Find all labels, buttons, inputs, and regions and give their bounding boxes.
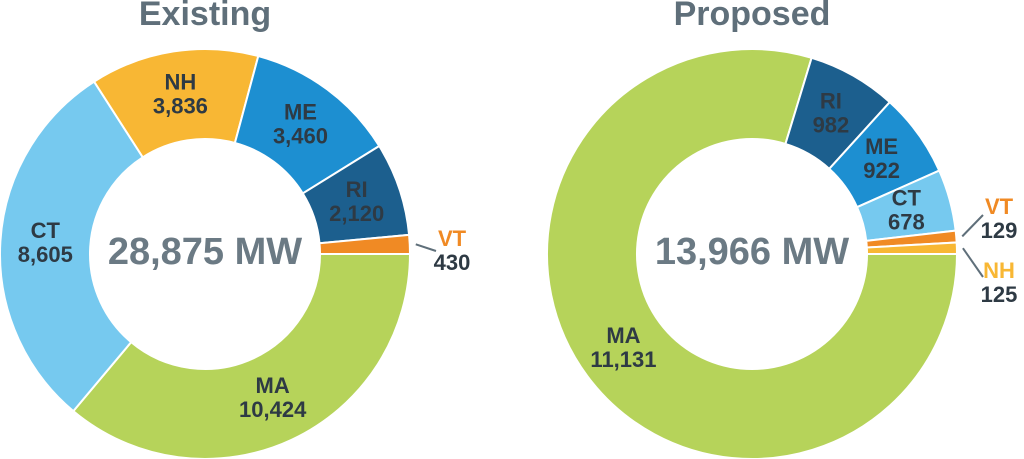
slice-name: CT (892, 186, 922, 211)
slice-name: RI (820, 89, 842, 114)
donut-slice (71, 253, 412, 459)
slice-name: ME (284, 99, 317, 124)
donut-slice (546, 48, 959, 459)
slice-name: VT (985, 194, 1014, 219)
slice-value: 3,836 (153, 94, 208, 119)
slice-value: 2,120 (329, 201, 384, 226)
donut-slice (0, 80, 145, 413)
donut-slice (318, 233, 412, 255)
slice-name: VT (438, 226, 467, 251)
leader-line (962, 247, 984, 278)
chart-title: Proposed (674, 0, 831, 33)
slice-name: CT (31, 218, 61, 243)
slice-value: 8,605 (18, 242, 73, 267)
leader-line (415, 243, 437, 252)
slice-name: NH (165, 70, 197, 95)
slice-name: NH (983, 258, 1015, 283)
slice-value: 10,424 (239, 397, 307, 422)
slice-value: 11,131 (590, 347, 656, 372)
slice-value: 678 (888, 210, 925, 235)
center-label: 28,875 MW (108, 231, 302, 273)
slice-name: MA (606, 323, 640, 348)
chart-title: Existing (139, 0, 271, 33)
slice-value: 129 (981, 218, 1018, 243)
slice-name: ME (865, 134, 898, 159)
slice-value: 125 (981, 282, 1018, 307)
slice-name: RI (346, 177, 368, 202)
slice-value: 430 (434, 250, 471, 275)
slice-name: MA (256, 373, 290, 398)
leader-line (961, 214, 984, 238)
slice-value: 922 (863, 158, 900, 183)
center-label: 13,966 MW (655, 231, 849, 273)
slice-value: 3,460 (273, 123, 328, 148)
slice-value: 982 (813, 113, 850, 138)
donut-slice (865, 241, 959, 255)
